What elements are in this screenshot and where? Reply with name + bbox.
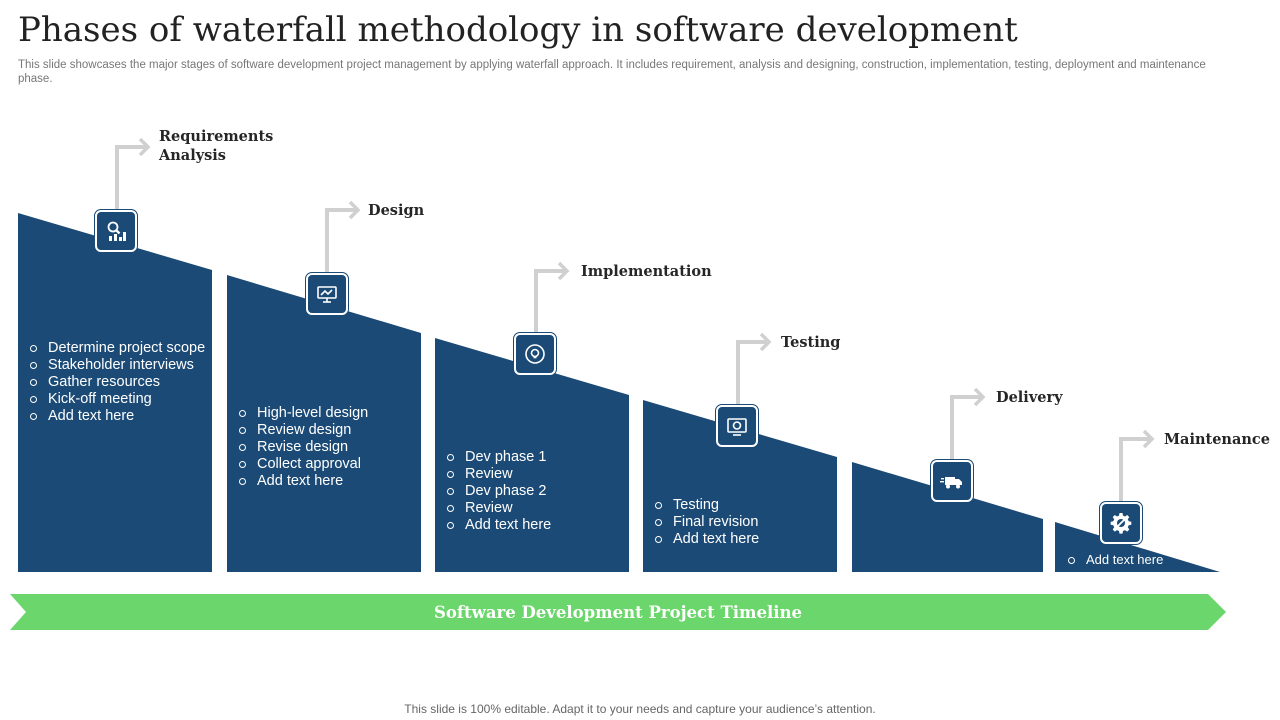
list-item: Add text here <box>239 473 368 490</box>
arrowhead-testing <box>759 332 772 352</box>
stage-label-implementation: Implementation <box>581 263 712 280</box>
stage-block-delivery <box>852 462 1043 572</box>
footer-note: This slide is 100% editable. Adapt it to… <box>404 702 876 716</box>
stage-label-delivery: Delivery <box>996 389 1063 406</box>
requirements-analysis-icon <box>95 210 137 252</box>
list-item: Review <box>447 500 551 517</box>
stage-label-requirements: Requirements Analysis <box>159 128 274 164</box>
stage-label-testing: Testing <box>781 334 841 351</box>
connector-design <box>325 208 357 272</box>
stage-block-implementation <box>435 338 629 572</box>
stage-block-requirements <box>18 213 212 572</box>
list-item: Add text here <box>1068 552 1163 567</box>
stage-items-testing: Testing Final revision Add text here <box>655 497 759 548</box>
stage-block-testing <box>643 400 837 572</box>
connector-delivery <box>950 395 982 459</box>
list-item: Determine project scope <box>30 340 205 357</box>
stage-block-design <box>227 275 421 572</box>
arrowhead-implementation <box>557 261 570 281</box>
list-item: Add text here <box>655 531 759 548</box>
maintenance-gear-icon <box>1100 502 1142 544</box>
timeline-label: Software Development Project Timeline <box>433 602 802 622</box>
stage-label-design: Design <box>368 202 425 219</box>
timeline-banner <box>10 594 1226 630</box>
list-item: Dev phase 1 <box>447 449 551 466</box>
list-item: Review <box>447 466 551 483</box>
stage-items-requirements: Determine project scope Stakeholder inte… <box>30 340 205 425</box>
list-item: Gather resources <box>30 374 205 391</box>
page-subtitle: This slide showcases the major stages of… <box>18 59 1206 85</box>
list-item: Review design <box>239 422 368 439</box>
connector-maintenance <box>1119 437 1151 501</box>
stage-block-maintenance <box>1055 522 1220 572</box>
connector-requirements <box>115 145 147 210</box>
implementation-cycle-icon <box>514 333 556 375</box>
stage-items-implementation: Dev phase 1 Review Dev phase 2 Review Ad… <box>447 449 551 534</box>
stage-items-maintenance: Add text here <box>1068 552 1163 567</box>
list-item: Add text here <box>447 517 551 534</box>
list-item: Dev phase 2 <box>447 483 551 500</box>
arrowhead-design <box>348 200 361 220</box>
list-item: High-level design <box>239 405 368 422</box>
list-item: Kick-off meeting <box>30 391 205 408</box>
list-item: Final revision <box>655 514 759 531</box>
arrowhead-requirements <box>138 137 151 157</box>
list-item: Collect approval <box>239 456 368 473</box>
page-title: Phases of waterfall methodology in softw… <box>18 10 1018 50</box>
connector-implementation <box>534 269 566 333</box>
arrowhead-delivery <box>973 387 986 407</box>
connector-testing <box>736 340 768 404</box>
list-item: Stakeholder interviews <box>30 357 205 374</box>
delivery-truck-icon <box>931 460 973 502</box>
list-item: Testing <box>655 497 759 514</box>
stage-label-maintenance: Maintenance <box>1164 431 1270 448</box>
arrowhead-maintenance <box>1142 429 1155 449</box>
list-item: Add text here <box>30 408 205 425</box>
design-board-icon <box>306 273 348 315</box>
list-item: Revise design <box>239 439 368 456</box>
testing-monitor-icon <box>716 405 758 447</box>
stage-items-design: High-level design Review design Revise d… <box>239 405 368 490</box>
